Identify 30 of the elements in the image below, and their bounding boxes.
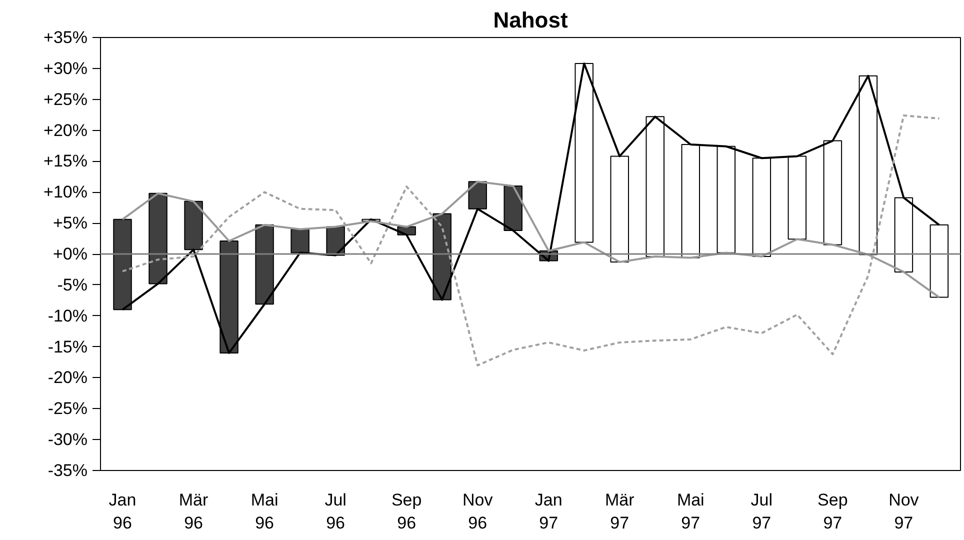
x-tick-label: Jul 97: [750, 490, 773, 532]
y-tick-label: +0%: [53, 244, 88, 264]
x-tick-label: Mai 96: [250, 490, 278, 532]
x-tick-label: Nov 97: [888, 490, 920, 532]
line-series: [122, 114, 940, 366]
y-tick-label: +5%: [53, 214, 88, 233]
y-tick-label: -10%: [48, 306, 88, 326]
x-tick-label: Jul 96: [324, 490, 346, 532]
x-tick-label: Mär 96: [178, 490, 209, 532]
y-tick-label: -5%: [57, 275, 88, 294]
y-tick-label: +15%: [44, 152, 88, 171]
candlestick: [290, 228, 310, 254]
y-tick-label: -20%: [48, 368, 88, 388]
x-tick-label: Mai 97: [676, 490, 704, 532]
x-tick-label: Sep 96: [391, 490, 422, 532]
y-tick-label: -35%: [48, 461, 88, 480]
y-tick-label: -15%: [48, 337, 88, 356]
x-tick-label: Nov 96: [462, 490, 494, 532]
chart-title: Nahost: [493, 8, 568, 32]
x-tick-label: Mär 97: [604, 490, 635, 532]
x-tick-label: Jan 96: [108, 490, 136, 532]
y-tick-label: +30%: [44, 58, 88, 78]
y-tick-label: +20%: [44, 120, 88, 140]
y-tick-label: +25%: [44, 90, 88, 109]
y-tick-label: +35%: [44, 28, 88, 47]
x-tick-label: Jan 97: [534, 490, 562, 532]
y-tick-label: -25%: [48, 399, 88, 418]
y-tick-label: +10%: [44, 182, 88, 202]
y-tick-label: -30%: [48, 430, 88, 450]
x-tick-label: Sep 97: [818, 490, 848, 532]
